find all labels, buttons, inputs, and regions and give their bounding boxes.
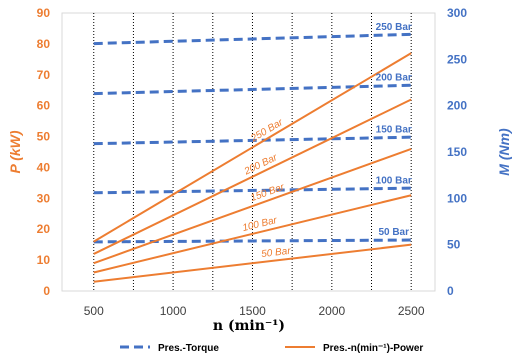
torque-line: [93, 135, 412, 146]
torque-line: [93, 238, 412, 244]
y-left-tick-label: 40: [37, 160, 51, 174]
power-line: [93, 98, 412, 255]
torque-line: [93, 32, 412, 46]
y-right-tick-label: 250: [447, 52, 467, 66]
y-left-tick-label: 60: [37, 99, 51, 113]
x-axis-title: n (min⁻¹): [213, 318, 285, 334]
y-left-tick-label: 80: [37, 37, 51, 51]
y-left-tick-label: 0: [43, 284, 50, 298]
x-tick-label: 1000: [160, 304, 187, 318]
legend-label-power: Pres.-n(min⁻¹)-Power: [323, 343, 423, 354]
torque-line: [93, 83, 412, 96]
torque-series-label: 150 Bar: [376, 125, 412, 136]
torque-series: [93, 32, 412, 244]
y-left-tick-label: 50: [37, 130, 51, 144]
power-line: [93, 147, 412, 265]
torque-line: [93, 186, 412, 195]
power-line: [93, 52, 412, 243]
legend-label-torque: Pres.-Torque: [158, 343, 219, 354]
x-tick-label: 500: [84, 304, 104, 318]
torque-series-label: 250 Bar: [376, 22, 412, 33]
torque-series-label: 200 Bar: [376, 73, 412, 84]
y-left-tick-label: 70: [37, 68, 51, 82]
y-right-tick-label: 150: [447, 145, 467, 159]
y-right-tick-label: 50: [447, 238, 461, 252]
x-tick-label: 1500: [239, 304, 266, 318]
y-right-tick-label: 200: [447, 99, 467, 113]
legend: Pres.-Torque Pres.-n(min⁻¹)-Power: [120, 343, 423, 354]
plot-area: [61, 12, 436, 292]
left-axis-ticks: 0 10 20 30 40 50 60 70 80 90: [37, 6, 51, 298]
power-series-label: 50 Bar: [261, 246, 292, 260]
y-left-tick-label: 90: [37, 6, 51, 20]
torque-series-label: 100 Bar: [376, 175, 412, 186]
power-line: [93, 243, 412, 283]
power-line: [93, 194, 412, 274]
y-left-tick-label: 20: [37, 222, 51, 236]
x-tick-label: 2500: [398, 304, 425, 318]
y-left-tick-label: 30: [37, 191, 51, 205]
x-axis-ticks: 500 1000 1500 2000 2500: [84, 304, 425, 318]
power-series: [93, 52, 412, 283]
y-left-tick-label: 10: [37, 253, 51, 267]
torque-series-label: 50 Bar: [378, 227, 409, 238]
right-axis-ticks: 0 50 100 150 200 250 300: [447, 6, 467, 298]
y-right-axis-title: M (Nm): [496, 128, 512, 176]
x-tick-label: 2000: [318, 304, 345, 318]
y-right-tick-label: 300: [447, 6, 467, 20]
y-right-tick-label: 0: [447, 284, 454, 298]
y-left-axis-title: P (kW): [7, 130, 23, 173]
y-right-tick-label: 100: [447, 191, 467, 205]
